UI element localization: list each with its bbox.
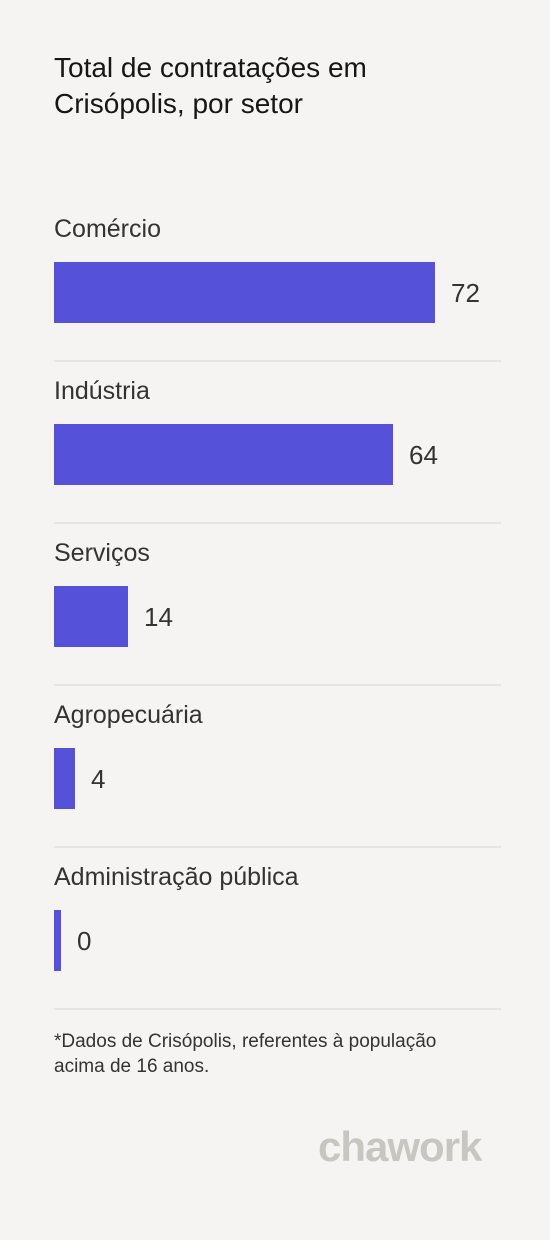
- footnote: *Dados de Crisópolis, referentes à popul…: [54, 1031, 437, 1077]
- row-divider: [54, 360, 501, 362]
- row-divider: [54, 684, 501, 686]
- bar-category-label: Comércio: [54, 215, 161, 243]
- bar-category-label: Agropecuária: [54, 701, 203, 729]
- bar-row: Administração pública 0: [54, 848, 501, 1010]
- bar-row: Indústria 64: [54, 362, 501, 524]
- bar-value-label: 72: [451, 278, 480, 308]
- bar-row: Serviços 14: [54, 524, 501, 686]
- bar: [54, 748, 75, 809]
- bar-value-label: 4: [91, 764, 106, 794]
- bar-chart: Comércio 72 Indústria 64 Serviços 14 Agropecuá…: [54, 200, 501, 1010]
- bar-category-label: Serviços: [54, 539, 150, 567]
- brand-logo: chawork: [318, 1123, 482, 1170]
- bar-category-label: Indústria: [54, 377, 150, 405]
- bar: [54, 910, 61, 971]
- bar-row: Comércio 72: [54, 200, 501, 362]
- bar-value-label: 0: [77, 926, 92, 956]
- bar-category-label: Administração pública: [54, 863, 299, 891]
- bar: [54, 586, 128, 647]
- bar: [54, 424, 393, 485]
- row-divider: [54, 1008, 501, 1010]
- bar: [54, 262, 435, 323]
- bar-value-label: 14: [144, 602, 173, 632]
- chart-title: Total de contratações em Crisópolis, por…: [54, 52, 367, 119]
- row-divider: [54, 522, 501, 524]
- bar-value-label: 64: [409, 440, 438, 470]
- row-divider: [54, 846, 501, 848]
- bar-row: Agropecuária 4: [54, 686, 501, 848]
